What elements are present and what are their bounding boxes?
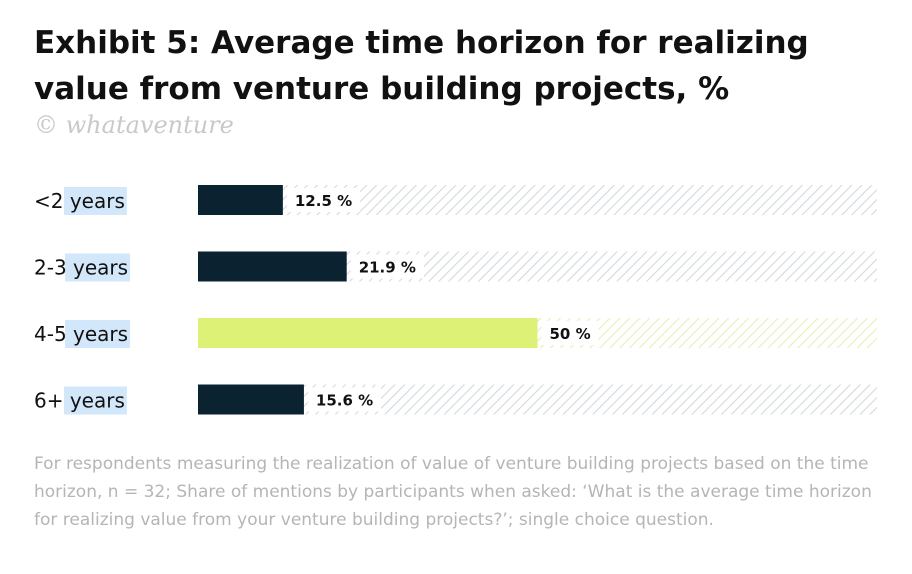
value-label: 50 % [550, 325, 591, 343]
bar [198, 318, 538, 348]
label-highlight [63, 386, 127, 415]
watermark: © whataventure [34, 111, 234, 139]
category-label: 4-5 years [34, 322, 128, 346]
category-label: 2-3 years [34, 256, 128, 280]
value-label-bg [307, 387, 382, 412]
bar [198, 185, 283, 215]
value-label: 15.6 % [316, 392, 373, 410]
value-label: 21.9 % [359, 259, 416, 277]
chart-title: Exhibit 5: Average time horizon for real… [34, 25, 809, 107]
value-label-bg [541, 321, 599, 345]
value-label: 12.5 % [295, 192, 352, 210]
label-highlight [65, 320, 131, 348]
category-label: 6+ years [34, 389, 125, 413]
value-label-bg [350, 254, 424, 279]
label-highlight [63, 187, 127, 215]
footnote: For respondents measuring the realizatio… [34, 454, 872, 530]
bar-chart: <2 years 12.5 % 2-3 years 21.9 % 4-5 years 50… [34, 185, 877, 415]
bar [198, 251, 347, 282]
category-label: <2 years [34, 189, 125, 213]
bar [198, 384, 304, 415]
value-label-bg [286, 188, 361, 212]
label-highlight [65, 253, 131, 282]
